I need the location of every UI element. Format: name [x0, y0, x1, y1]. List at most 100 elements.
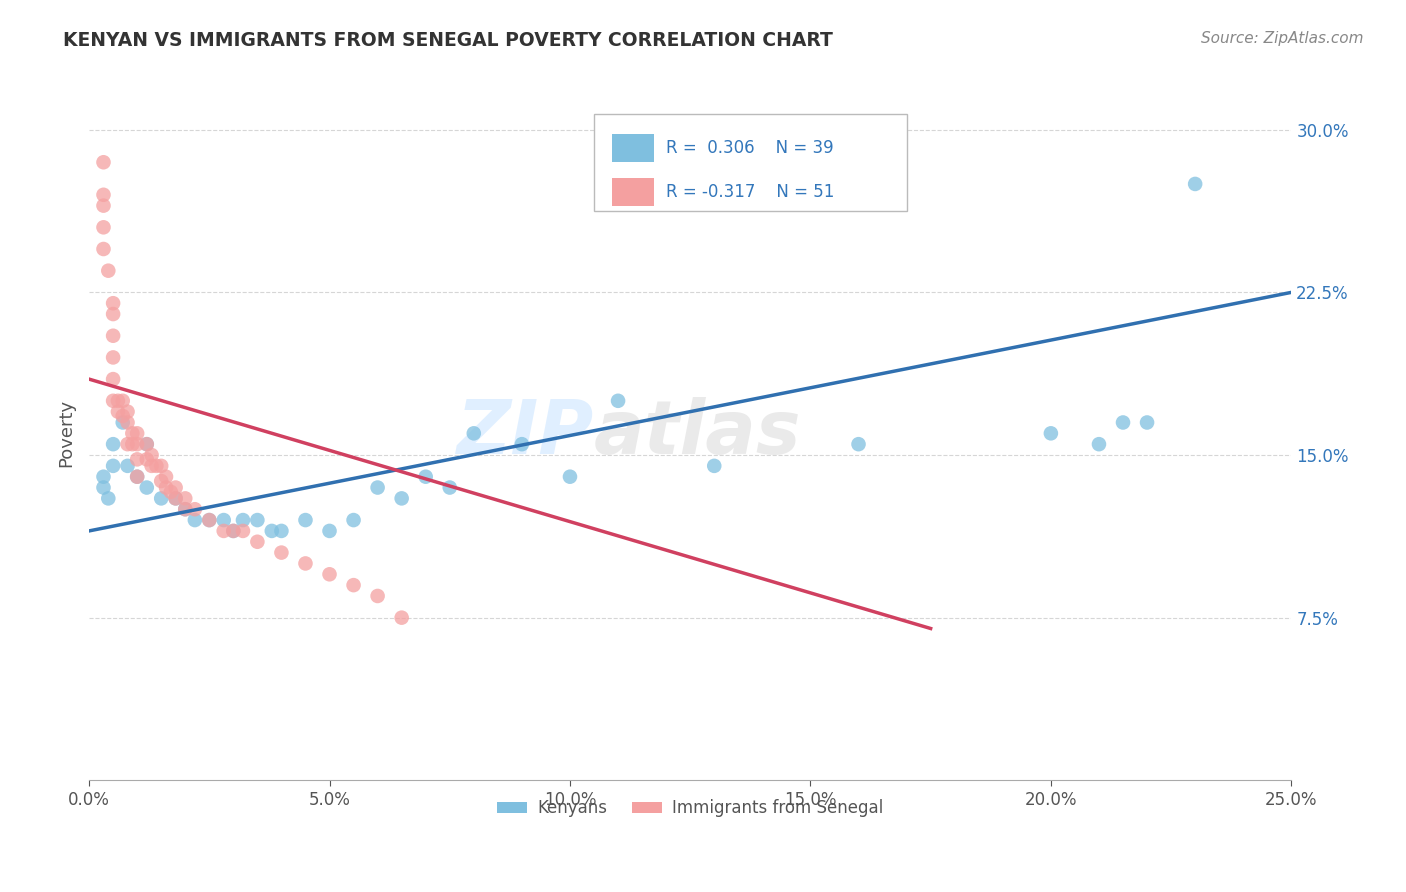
Point: [101, 328, 124, 343]
Point: [150, 474, 173, 488]
FancyBboxPatch shape: [612, 134, 654, 162]
Point: [174, 491, 197, 506]
Point: [342, 578, 364, 592]
Point: [165, 491, 187, 506]
Point: [101, 296, 124, 310]
Point: [127, 452, 149, 467]
Point: [391, 610, 413, 624]
Point: [127, 426, 149, 441]
Point: [93, 481, 115, 495]
Point: [1184, 177, 1206, 191]
Point: [607, 393, 630, 408]
Point: [93, 187, 115, 202]
Point: [222, 524, 245, 538]
Point: [101, 437, 124, 451]
Point: [101, 458, 124, 473]
Point: [703, 458, 725, 473]
Point: [107, 393, 129, 408]
Point: [93, 220, 115, 235]
Point: [155, 481, 177, 495]
Point: [212, 524, 235, 538]
Point: [101, 351, 124, 365]
Point: [159, 484, 181, 499]
Point: [1088, 437, 1111, 451]
Point: [270, 546, 292, 560]
Point: [246, 513, 269, 527]
Point: [367, 589, 389, 603]
Point: [117, 416, 139, 430]
Point: [93, 199, 115, 213]
Point: [232, 524, 254, 538]
Point: [93, 155, 115, 169]
Point: [97, 491, 120, 506]
Y-axis label: Poverty: Poverty: [58, 400, 75, 467]
Point: [198, 513, 221, 527]
Point: [121, 437, 143, 451]
Point: [150, 491, 173, 506]
Text: Source: ZipAtlas.com: Source: ZipAtlas.com: [1201, 31, 1364, 46]
Point: [391, 491, 413, 506]
FancyBboxPatch shape: [612, 178, 654, 206]
Point: [117, 437, 139, 451]
Point: [294, 557, 316, 571]
Point: [260, 524, 283, 538]
Point: [198, 513, 221, 527]
Point: [145, 458, 167, 473]
Text: KENYAN VS IMMIGRANTS FROM SENEGAL POVERTY CORRELATION CHART: KENYAN VS IMMIGRANTS FROM SENEGAL POVERT…: [63, 31, 834, 50]
Text: R = -0.317    N = 51: R = -0.317 N = 51: [666, 183, 835, 201]
Point: [232, 513, 254, 527]
Point: [165, 491, 187, 506]
Point: [367, 481, 389, 495]
Point: [101, 393, 124, 408]
Point: [117, 404, 139, 418]
Point: [93, 242, 115, 256]
Point: [246, 534, 269, 549]
Point: [318, 567, 340, 582]
Point: [111, 409, 134, 423]
Legend: Kenyans, Immigrants from Senegal: Kenyans, Immigrants from Senegal: [491, 793, 890, 824]
FancyBboxPatch shape: [593, 114, 907, 211]
Point: [150, 458, 173, 473]
Point: [155, 469, 177, 483]
Point: [342, 513, 364, 527]
Point: [93, 469, 115, 483]
Point: [415, 469, 437, 483]
Point: [141, 458, 163, 473]
Point: [127, 437, 149, 451]
Point: [117, 458, 139, 473]
Point: [270, 524, 292, 538]
Point: [848, 437, 870, 451]
Point: [294, 513, 316, 527]
Text: atlas: atlas: [593, 397, 801, 470]
Point: [558, 469, 581, 483]
Point: [184, 513, 207, 527]
Point: [135, 452, 157, 467]
Point: [1136, 416, 1159, 430]
Point: [165, 481, 187, 495]
Point: [127, 469, 149, 483]
Point: [184, 502, 207, 516]
Point: [463, 426, 485, 441]
Point: [111, 416, 134, 430]
Point: [101, 307, 124, 321]
Point: [318, 524, 340, 538]
Point: [107, 404, 129, 418]
Point: [97, 263, 120, 277]
Point: [510, 437, 533, 451]
Point: [1039, 426, 1062, 441]
Point: [135, 437, 157, 451]
Point: [121, 426, 143, 441]
Point: [222, 524, 245, 538]
Point: [101, 372, 124, 386]
Point: [1112, 416, 1135, 430]
Text: R =  0.306    N = 39: R = 0.306 N = 39: [666, 139, 834, 157]
Text: ZIP: ZIP: [457, 397, 593, 470]
Point: [439, 481, 461, 495]
Point: [135, 437, 157, 451]
Point: [212, 513, 235, 527]
Point: [135, 481, 157, 495]
Point: [127, 469, 149, 483]
Point: [174, 502, 197, 516]
Point: [111, 393, 134, 408]
Point: [141, 448, 163, 462]
